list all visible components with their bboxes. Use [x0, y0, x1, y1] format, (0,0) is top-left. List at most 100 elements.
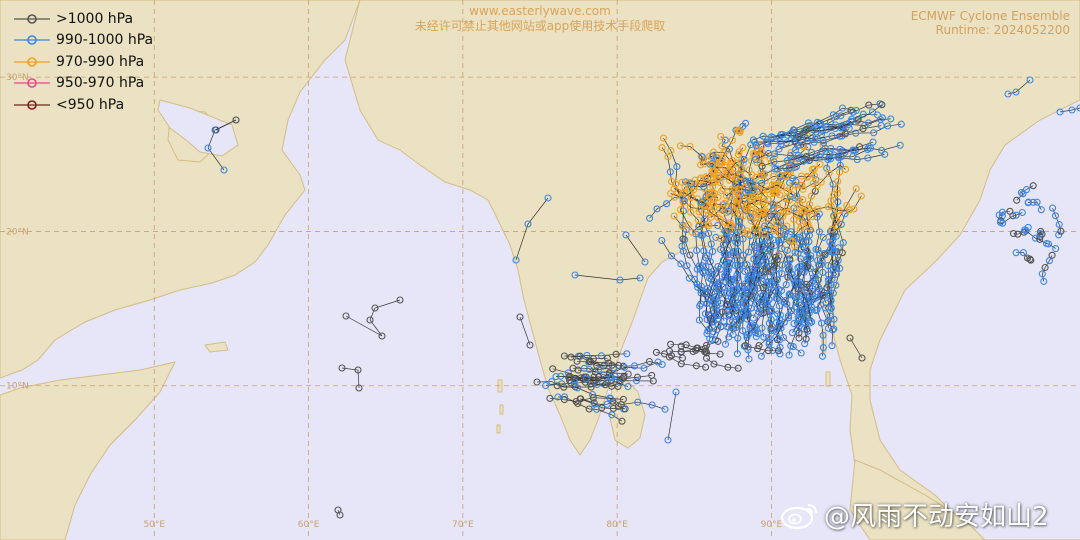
track-point — [819, 291, 827, 299]
track-point — [1031, 234, 1040, 242]
track-point — [761, 177, 769, 185]
track-point — [676, 142, 684, 150]
track-point — [827, 304, 835, 313]
track-point — [622, 231, 630, 239]
track-point — [779, 131, 787, 139]
track-point — [616, 276, 624, 284]
track-point — [764, 347, 772, 355]
track-point — [836, 264, 844, 272]
track-point — [696, 302, 704, 310]
track-point — [839, 239, 847, 247]
track-point — [794, 264, 802, 272]
track-point — [728, 172, 736, 180]
track-point — [808, 148, 816, 156]
track-point — [648, 401, 656, 409]
track-point — [678, 178, 686, 186]
track-point — [757, 250, 766, 258]
track-point — [702, 363, 710, 371]
track-point — [772, 253, 780, 261]
track-point — [688, 193, 696, 201]
track-point — [667, 340, 675, 348]
track-point — [723, 209, 731, 217]
track-point — [741, 342, 749, 350]
track-point — [366, 316, 374, 324]
track-point — [785, 196, 794, 204]
track-point — [736, 315, 744, 323]
track-point — [705, 229, 713, 238]
track-point — [686, 203, 694, 211]
track-line — [758, 181, 797, 196]
track-point — [1012, 88, 1020, 96]
track-point — [754, 345, 762, 353]
track-point — [745, 355, 753, 363]
track-point — [734, 364, 742, 372]
persian-gulf-water — [157, 99, 239, 157]
track-point — [700, 247, 708, 255]
track-point — [702, 173, 710, 181]
track-point — [748, 171, 756, 179]
track-point — [797, 349, 805, 357]
track-point — [783, 246, 792, 254]
track-point — [569, 364, 577, 372]
track-point — [819, 268, 827, 276]
track-point — [753, 258, 761, 266]
track-point — [739, 251, 747, 259]
track-point — [829, 111, 837, 119]
track-point — [706, 258, 714, 266]
track-point — [717, 299, 725, 307]
track-point — [824, 324, 833, 332]
track-point — [672, 180, 680, 188]
track-point — [804, 220, 812, 228]
track-point — [732, 238, 740, 246]
track-point — [806, 316, 814, 325]
track-point — [782, 172, 790, 180]
track-point — [752, 155, 760, 163]
track-point — [697, 161, 705, 169]
track-point — [697, 231, 705, 239]
track-point — [826, 238, 834, 246]
track-point — [826, 245, 834, 253]
watermark-site-url: www.easterlywave.com — [469, 4, 611, 18]
track-point — [775, 206, 783, 214]
track-point — [795, 141, 803, 149]
track-point — [743, 333, 751, 341]
track-point — [794, 320, 802, 328]
track-point — [836, 161, 844, 169]
track-point — [549, 365, 557, 373]
track-point — [1026, 76, 1034, 84]
track-point — [772, 282, 780, 290]
track-point — [887, 115, 895, 123]
track-point — [1057, 227, 1065, 235]
track-point — [735, 126, 743, 134]
legend-swatch-icon — [14, 35, 50, 46]
track-point — [1041, 263, 1049, 272]
track-point — [711, 308, 719, 316]
track-point — [793, 192, 801, 200]
track-point — [1048, 251, 1056, 259]
site-watermark: www.easterlywave.com 未经许可禁止其他网站或app使用技术手… — [410, 4, 670, 34]
track-line — [684, 200, 732, 227]
track-point — [608, 411, 616, 419]
track-point — [762, 257, 770, 265]
track-line — [564, 355, 608, 360]
track-point — [710, 298, 718, 306]
track-point — [684, 221, 692, 229]
track-point — [593, 362, 601, 370]
track-line — [707, 177, 736, 320]
track-point — [714, 221, 722, 230]
track-point — [1012, 211, 1020, 219]
track-point — [807, 192, 815, 200]
track-point — [212, 126, 220, 134]
track-point — [721, 136, 729, 144]
track-point — [595, 373, 603, 381]
track-point — [718, 187, 726, 195]
track-point — [729, 330, 737, 339]
track-point — [342, 312, 350, 320]
track-point — [749, 193, 757, 201]
track-point — [707, 240, 715, 248]
track-line — [745, 345, 779, 352]
track-point — [783, 300, 791, 308]
track-point — [673, 163, 681, 171]
